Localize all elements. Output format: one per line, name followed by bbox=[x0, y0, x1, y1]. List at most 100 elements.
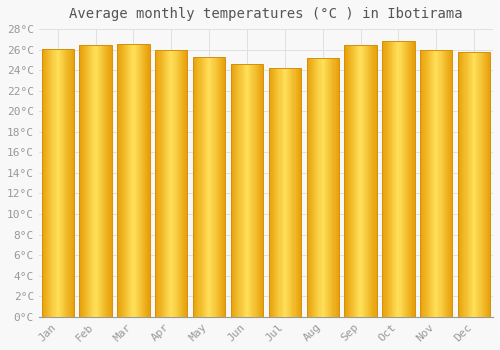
Bar bbox=[134, 44, 136, 317]
Bar bbox=[63, 49, 64, 317]
Bar bbox=[306, 58, 308, 317]
Bar bbox=[181, 50, 182, 317]
Bar bbox=[52, 49, 54, 317]
Bar bbox=[207, 57, 208, 317]
Bar bbox=[124, 44, 125, 317]
Bar bbox=[136, 44, 138, 317]
Bar bbox=[431, 50, 432, 317]
Bar bbox=[148, 44, 150, 317]
Bar bbox=[183, 50, 184, 317]
Bar bbox=[142, 44, 143, 317]
Bar bbox=[250, 64, 252, 317]
Bar bbox=[284, 68, 285, 317]
Bar bbox=[212, 57, 214, 317]
Bar bbox=[127, 44, 128, 317]
Bar bbox=[252, 64, 254, 317]
Bar bbox=[224, 57, 225, 317]
Bar bbox=[61, 49, 62, 317]
Bar bbox=[408, 41, 409, 317]
Bar bbox=[218, 57, 219, 317]
Bar bbox=[450, 50, 452, 317]
Bar bbox=[87, 46, 88, 317]
Bar bbox=[369, 46, 370, 317]
Bar bbox=[430, 50, 431, 317]
Bar bbox=[162, 50, 164, 317]
Bar bbox=[464, 52, 466, 317]
Bar bbox=[178, 50, 179, 317]
Bar bbox=[316, 58, 318, 317]
Bar bbox=[274, 68, 275, 317]
Bar bbox=[168, 50, 169, 317]
Bar bbox=[485, 52, 486, 317]
Bar bbox=[320, 58, 322, 317]
Bar bbox=[354, 46, 355, 317]
Bar bbox=[200, 57, 202, 317]
Bar bbox=[313, 58, 314, 317]
Bar bbox=[118, 44, 150, 317]
Bar bbox=[407, 41, 408, 317]
Bar bbox=[86, 46, 87, 317]
Bar bbox=[231, 64, 263, 317]
Bar bbox=[329, 58, 330, 317]
Bar bbox=[82, 46, 84, 317]
Bar bbox=[272, 68, 273, 317]
Bar bbox=[193, 57, 194, 317]
Bar bbox=[346, 46, 348, 317]
Bar bbox=[338, 58, 339, 317]
Bar bbox=[256, 64, 258, 317]
Bar bbox=[358, 46, 360, 317]
Bar bbox=[289, 68, 290, 317]
Bar bbox=[334, 58, 336, 317]
Bar bbox=[261, 64, 262, 317]
Bar bbox=[166, 50, 167, 317]
Bar bbox=[440, 50, 442, 317]
Bar bbox=[368, 46, 369, 317]
Bar bbox=[424, 50, 426, 317]
Bar bbox=[235, 64, 236, 317]
Bar bbox=[404, 41, 405, 317]
Bar bbox=[474, 52, 475, 317]
Bar bbox=[254, 64, 256, 317]
Bar bbox=[103, 46, 104, 317]
Bar bbox=[372, 46, 374, 317]
Bar bbox=[194, 57, 195, 317]
Bar bbox=[438, 50, 440, 317]
Bar bbox=[125, 44, 126, 317]
Bar bbox=[311, 58, 312, 317]
Bar bbox=[58, 49, 59, 317]
Bar bbox=[45, 49, 46, 317]
Bar bbox=[299, 68, 300, 317]
Bar bbox=[198, 57, 200, 317]
Bar bbox=[392, 41, 393, 317]
Bar bbox=[432, 50, 433, 317]
Bar bbox=[260, 64, 261, 317]
Bar bbox=[349, 46, 350, 317]
Bar bbox=[167, 50, 168, 317]
Bar bbox=[442, 50, 444, 317]
Bar bbox=[436, 50, 438, 317]
Bar bbox=[326, 58, 327, 317]
Bar bbox=[315, 58, 316, 317]
Bar bbox=[356, 46, 358, 317]
Bar bbox=[101, 46, 102, 317]
Bar bbox=[49, 49, 50, 317]
Bar bbox=[448, 50, 449, 317]
Bar bbox=[60, 49, 61, 317]
Bar bbox=[469, 52, 470, 317]
Bar bbox=[234, 64, 235, 317]
Bar bbox=[447, 50, 448, 317]
Bar bbox=[214, 57, 216, 317]
Bar bbox=[488, 52, 489, 317]
Bar bbox=[258, 64, 259, 317]
Bar bbox=[270, 68, 271, 317]
Bar bbox=[165, 50, 166, 317]
Bar bbox=[278, 68, 280, 317]
Bar bbox=[160, 50, 162, 317]
Bar bbox=[458, 52, 490, 317]
Bar bbox=[94, 46, 96, 317]
Bar bbox=[275, 68, 276, 317]
Bar bbox=[489, 52, 490, 317]
Bar bbox=[180, 50, 181, 317]
Bar bbox=[470, 52, 471, 317]
Bar bbox=[155, 50, 188, 317]
